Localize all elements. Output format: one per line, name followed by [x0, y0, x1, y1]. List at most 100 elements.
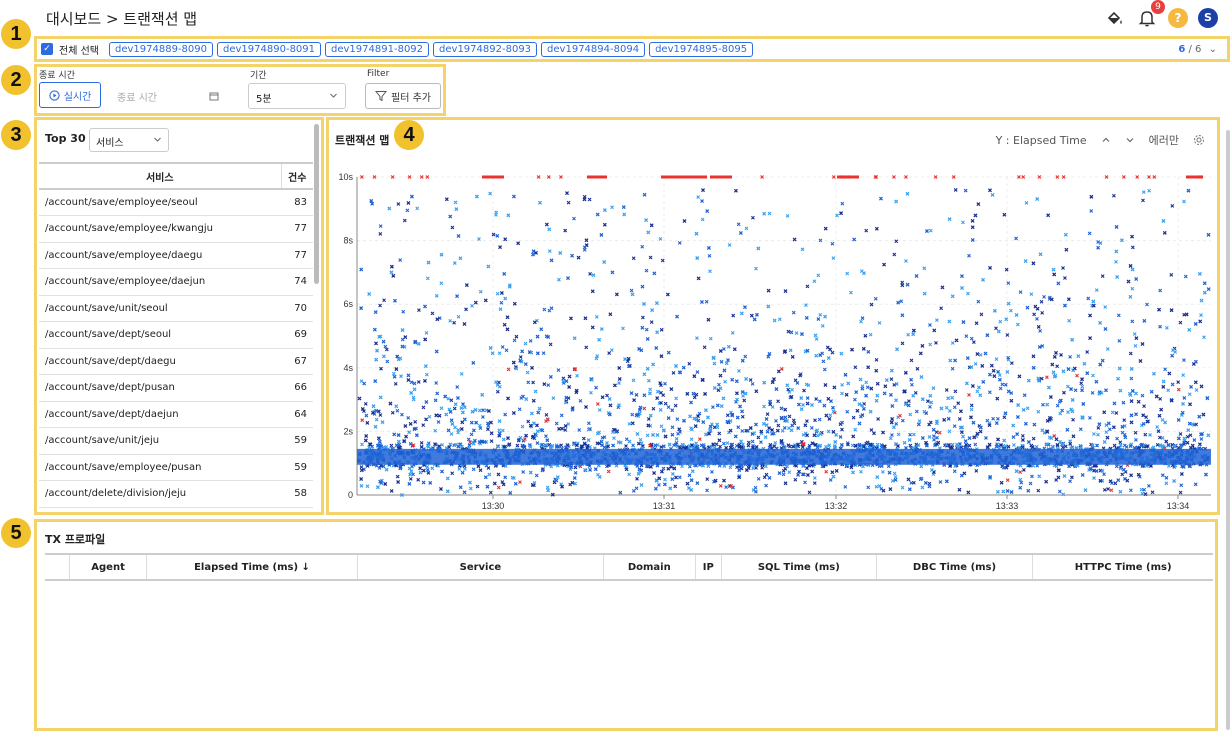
transaction-map-panel: 트랜잭션 맵 Y : Elapsed Time 에러만 0 2s 4s 6s 8s 10s… — [326, 117, 1220, 515]
agent-chip[interactable]: dev1974892-8093 — [433, 41, 538, 57]
service-count: 83 — [281, 189, 313, 216]
top-title: Top 30 — [45, 132, 86, 145]
filter-bar: 종료 시간 실시간 종료 시간 기간 5분 Filter 필터 추가 — [34, 64, 446, 116]
y-tick-label: 2s — [343, 426, 353, 436]
x-tick-label: 13:31 — [653, 501, 676, 511]
calendar-icon[interactable] — [209, 91, 219, 101]
page-scrollbar[interactable] — [1226, 130, 1230, 730]
realtime-button[interactable]: 실시간 — [39, 82, 101, 108]
y-axis-selector[interactable]: Y : Elapsed Time — [995, 133, 1087, 147]
table-row[interactable]: /account/save/dept/daegu 67 — [39, 348, 313, 375]
group-by-select[interactable]: 서비스 — [89, 128, 169, 152]
column-header[interactable]: IP — [694, 553, 722, 581]
filter-label: Filter — [367, 69, 390, 79]
service-name: /account/save/employee/pusan — [39, 454, 281, 481]
select-all-label: 전체 선택 — [59, 45, 99, 57]
add-filter-button[interactable]: 필터 추가 — [365, 83, 441, 109]
select-all-checkbox[interactable]: ✓ — [41, 43, 53, 55]
filter-icon — [375, 91, 387, 102]
column-header[interactable]: SQL Time (ms) — [721, 553, 877, 581]
tx-profile-panel: TX 프로파일 Agent Elapsed Time (ms) ↓ Service D… — [34, 519, 1218, 731]
service-name: /account/save/dept/daegu — [39, 348, 281, 375]
service-name: /account/save/unit/jeju — [39, 427, 281, 455]
end-time-label: 종료 시간 — [39, 71, 75, 81]
table-row[interactable]: /account/save/dept/daejun 64 — [39, 401, 313, 428]
bell-icon[interactable]: 9 — [1136, 0, 1165, 29]
agent-chip[interactable]: dev1974890-8091 — [217, 41, 322, 57]
error-segment — [661, 175, 707, 179]
paint-bucket-icon[interactable] — [1104, 7, 1126, 29]
period-value: 5분 — [256, 94, 272, 105]
x-tick-label: 13:30 — [482, 501, 505, 511]
transaction-map-title: 트랜잭션 맵 — [335, 134, 390, 147]
service-name: /account/save/dept/daejun — [39, 401, 281, 428]
period-label: 기간 — [250, 71, 267, 81]
help-icon[interactable]: ? — [1168, 8, 1188, 28]
period-select[interactable]: 5분 — [248, 83, 346, 109]
table-row[interactable]: /account/save/unit/seoul 70 — [39, 295, 313, 322]
agent-chip[interactable]: dev1974891-8092 — [325, 41, 430, 57]
table-row[interactable]: /account/save/unit/jeju 59 — [39, 427, 313, 455]
service-count: 69 — [281, 321, 313, 349]
agent-selector-bar: ✓ 전체 선택 dev1974889-8090 dev1974890-8091 … — [34, 36, 1230, 62]
service-name: /account/save/dept/pusan — [39, 374, 281, 402]
error-segment — [837, 175, 859, 179]
end-time-input[interactable]: 종료 시간 — [117, 93, 157, 104]
y-tick-label: 8s — [343, 236, 353, 246]
service-count: 66 — [281, 374, 313, 402]
column-header-service[interactable]: 서비스 — [39, 162, 281, 190]
transaction-scatter-chart[interactable]: 0 2s 4s 6s 8s 10s 13:30 13:31 13:32 13:33 13:34 — [329, 164, 1217, 516]
service-count: 59 — [281, 454, 313, 481]
chevron-down-icon[interactable] — [1125, 135, 1135, 145]
column-header[interactable]: Elapsed Time (ms) ↓ — [146, 553, 358, 581]
error-segment — [1186, 175, 1203, 179]
error-segment — [710, 175, 732, 179]
table-row[interactable]: /account/save/employee/daegu 77 — [39, 242, 313, 269]
table-row[interactable]: /account/save/employee/kwangju 77 — [39, 215, 313, 243]
service-name: /account/save/employee/kwangju — [39, 215, 281, 243]
service-count: 64 — [281, 401, 313, 428]
realtime-label: 실시간 — [63, 91, 92, 103]
agent-chip[interactable]: dev1974889-8090 — [108, 41, 213, 57]
column-header[interactable]: Agent — [68, 553, 147, 581]
chevron-down-icon — [330, 93, 337, 98]
scatter-points — [357, 175, 1211, 497]
column-header-count[interactable]: 건수 — [280, 162, 313, 190]
service-name: /account/delete/division/jeju — [39, 480, 281, 508]
chevron-up-icon[interactable] — [1101, 135, 1111, 145]
gear-icon[interactable] — [1193, 134, 1205, 146]
y-tick-label: 0 — [348, 490, 353, 500]
table-row[interactable]: /account/delete/division/jeju 58 — [39, 480, 313, 508]
dense-band — [357, 448, 1211, 465]
service-count: 59 — [281, 427, 313, 455]
column-header[interactable] — [45, 553, 70, 581]
column-header[interactable]: DBC Time (ms) — [875, 553, 1033, 581]
group-by-value: 서비스 — [96, 138, 124, 149]
x-tick-label: 13:34 — [1167, 501, 1190, 511]
agent-chip[interactable]: dev1974895-8095 — [649, 41, 754, 57]
x-tick-label: 13:33 — [996, 501, 1019, 511]
play-circle-icon — [49, 89, 60, 101]
column-header[interactable]: Service — [356, 553, 604, 581]
marker-3: 3 — [1, 120, 31, 150]
service-count: 58 — [281, 480, 313, 508]
column-header[interactable]: HTTPC Time (ms) — [1032, 553, 1213, 581]
table-row[interactable]: /account/save/employee/daejun 74 — [39, 268, 313, 296]
service-name: /account/save/employee/daejun — [39, 268, 281, 296]
agent-count[interactable]: 6 / 6 ⌄ — [1178, 44, 1217, 55]
service-count: 70 — [281, 295, 313, 322]
chevron-down-icon: ⌄ — [1208, 44, 1217, 55]
table-row[interactable]: /account/save/dept/seoul 69 — [39, 321, 313, 349]
avatar[interactable]: S — [1198, 8, 1218, 28]
scrollbar[interactable] — [314, 124, 319, 284]
y-tick-label: 6s — [343, 299, 353, 309]
error-only-toggle[interactable]: 에러만 — [1148, 134, 1179, 147]
chevron-down-icon — [154, 137, 161, 142]
table-row[interactable]: /account/save/employee/seoul 83 — [39, 189, 313, 216]
table-row[interactable]: /account/save/dept/pusan 66 — [39, 374, 313, 402]
x-tick-label: 13:32 — [825, 501, 848, 511]
service-name: /account/save/dept/seoul — [39, 321, 281, 349]
agent-chip[interactable]: dev1974894-8094 — [541, 41, 646, 57]
table-row[interactable]: /account/save/employee/pusan 59 — [39, 454, 313, 481]
column-header[interactable]: Domain — [603, 553, 696, 581]
